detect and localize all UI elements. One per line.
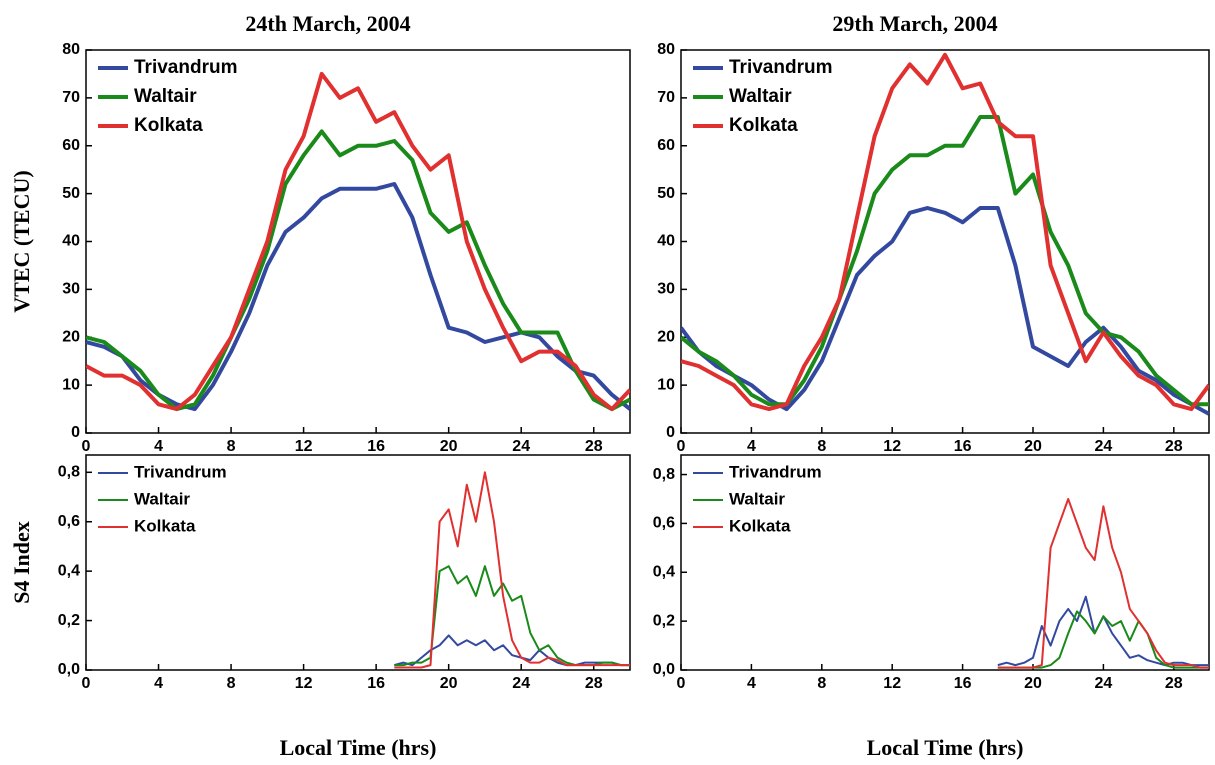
y-tick-label: 0,8 — [653, 466, 675, 483]
x-tick-label: 24 — [1095, 675, 1113, 692]
series-line — [394, 471, 630, 669]
legend-label: Kolkata — [134, 516, 196, 535]
y-axis-label: VTEC (TECU) — [9, 170, 34, 312]
legend-label: Kolkata — [729, 516, 791, 535]
x-tick-label: 8 — [817, 438, 826, 455]
x-tick-label: 16 — [367, 675, 385, 692]
y-tick-label: 0,4 — [58, 562, 80, 579]
series-line — [86, 129, 630, 412]
series-line — [997, 595, 1209, 667]
legend-label: Waltair — [134, 489, 190, 508]
x-tick-label: 0 — [82, 438, 91, 455]
plot-frame — [85, 454, 631, 671]
x-tick-label: 16 — [367, 438, 385, 455]
y-tick-label: 80 — [657, 41, 675, 58]
legend-label: Waltair — [729, 86, 792, 107]
legend-label: Trivandrum — [134, 462, 227, 481]
y-tick-label: 0,0 — [653, 661, 675, 678]
x-tick-label: 20 — [1024, 438, 1042, 455]
x-tick-label: 4 — [747, 438, 756, 455]
y-tick-label: 20 — [62, 328, 80, 345]
x-tick-label: 16 — [954, 438, 972, 455]
x-tick-label: 12 — [295, 675, 313, 692]
series-line — [394, 634, 630, 667]
x-tick-label: 0 — [677, 438, 686, 455]
series-line — [997, 498, 1209, 669]
x-tick-label: 8 — [227, 438, 236, 455]
y-tick-label: 0,8 — [58, 464, 80, 481]
x-tick-label: 20 — [440, 675, 458, 692]
legend-label: Trivandrum — [134, 57, 237, 78]
y-tick-label: 0,2 — [58, 612, 80, 629]
x-tick-label: 4 — [154, 675, 163, 692]
x-axis-label: Local Time (hrs) — [867, 735, 1024, 760]
x-tick-label: 16 — [954, 675, 972, 692]
y-tick-label: 30 — [62, 281, 80, 298]
y-tick-label: 70 — [62, 89, 80, 106]
y-tick-label: 0,2 — [653, 612, 675, 629]
x-tick-label: 4 — [154, 438, 163, 455]
y-tick-label: 0,6 — [58, 513, 80, 530]
y-tick-label: 30 — [657, 281, 675, 298]
series-line — [681, 206, 1209, 416]
x-tick-label: 4 — [747, 675, 756, 692]
legend-label: Trivandrum — [729, 57, 832, 78]
chart-title: 29th March, 2004 — [832, 11, 997, 36]
y-tick-label: 0,4 — [653, 563, 675, 580]
y-tick-label: 60 — [62, 137, 80, 154]
x-tick-label: 24 — [512, 675, 530, 692]
chart-title: 24th March, 2004 — [245, 11, 410, 36]
series-line — [86, 71, 630, 412]
y-tick-label: 10 — [62, 376, 80, 393]
x-tick-label: 20 — [440, 438, 458, 455]
x-axis-label: Local Time (hrs) — [280, 735, 437, 760]
series-line — [681, 115, 1209, 407]
y-tick-label: 0,0 — [58, 661, 80, 678]
legend-label: Trivandrum — [729, 462, 822, 481]
x-tick-label: 12 — [295, 438, 313, 455]
y-tick-label: 0 — [71, 424, 80, 441]
y-tick-label: 0,6 — [653, 515, 675, 532]
x-tick-label: 24 — [512, 438, 530, 455]
x-tick-label: 12 — [883, 438, 901, 455]
plot-frame — [680, 454, 1210, 671]
x-tick-label: 0 — [677, 675, 686, 692]
y-tick-label: 40 — [62, 233, 80, 250]
x-tick-label: 24 — [1095, 438, 1113, 455]
x-tick-label: 28 — [1165, 438, 1183, 455]
x-tick-label: 28 — [585, 675, 603, 692]
y-tick-label: 60 — [657, 137, 675, 154]
y-tick-label: 10 — [657, 376, 675, 393]
x-tick-label: 20 — [1024, 675, 1042, 692]
y-tick-label: 70 — [657, 89, 675, 106]
x-tick-label: 28 — [585, 438, 603, 455]
y-axis-label: S4 Index — [9, 521, 34, 604]
x-tick-label: 8 — [227, 675, 236, 692]
y-tick-label: 20 — [657, 328, 675, 345]
plot-frame — [85, 49, 631, 434]
y-tick-label: 0 — [666, 424, 675, 441]
x-tick-label: 0 — [82, 675, 91, 692]
x-tick-label: 8 — [817, 675, 826, 692]
series-line — [86, 182, 630, 412]
x-tick-label: 28 — [1165, 675, 1183, 692]
plot-frame — [680, 49, 1210, 434]
legend-label: Waltair — [729, 489, 785, 508]
series-line — [681, 52, 1209, 412]
legend-label: Kolkata — [134, 115, 203, 136]
y-tick-label: 80 — [62, 41, 80, 58]
y-tick-label: 50 — [62, 185, 80, 202]
legend-label: Waltair — [134, 86, 197, 107]
legend-label: Kolkata — [729, 115, 798, 136]
y-tick-label: 50 — [657, 185, 675, 202]
x-tick-label: 12 — [883, 675, 901, 692]
y-tick-label: 40 — [657, 233, 675, 250]
